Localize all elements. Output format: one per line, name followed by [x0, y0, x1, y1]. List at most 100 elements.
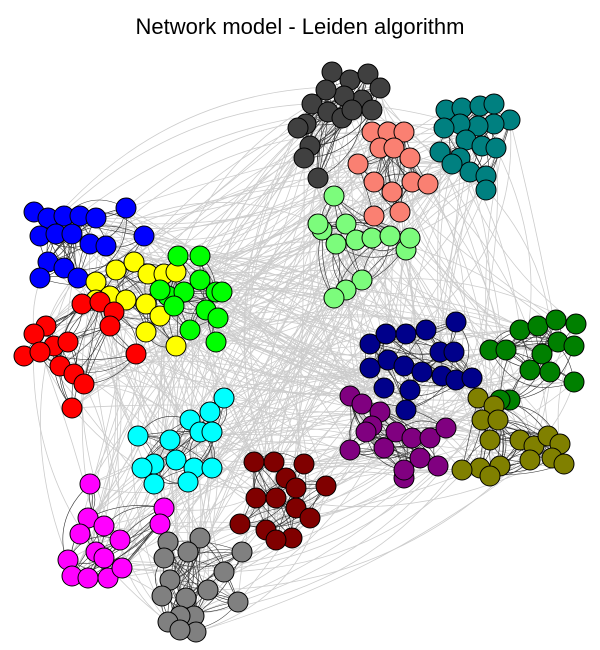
intra-community-edge: [489, 349, 575, 388]
olive-cluster-node: [553, 453, 575, 475]
darkgreen-cluster-node: [539, 361, 561, 383]
magenta-cluster-node: [69, 523, 91, 545]
navy-cluster-node: [415, 319, 437, 341]
maroon-cluster-node: [263, 451, 285, 473]
lightgreen-cluster-node: [361, 227, 383, 249]
salmon-cluster-node: [363, 205, 385, 227]
inter-community-edge: [199, 223, 319, 539]
green-cluster-node: [211, 281, 233, 303]
black-cluster-node: [321, 61, 343, 83]
cyan-cluster-node: [201, 421, 223, 443]
teal-cluster-node: [441, 153, 463, 175]
navy-cluster-node: [373, 377, 395, 399]
inter-community-edge: [211, 351, 455, 443]
inter-community-edge: [119, 442, 351, 541]
inter-community-edge: [133, 123, 307, 263]
cyan-cluster-node: [201, 457, 223, 479]
inter-community-edge: [325, 381, 575, 487]
inter-community-edge: [195, 459, 531, 633]
teal-cluster-node: [485, 137, 507, 159]
purple-cluster-node: [355, 421, 377, 443]
black-cluster-node: [307, 167, 329, 189]
inter-community-edge: [32, 333, 169, 623]
navy-cluster-node: [375, 323, 397, 345]
darkgreen-cluster-node: [527, 315, 549, 337]
cyan-cluster-node: [177, 471, 199, 493]
salmon-cluster-node: [381, 181, 403, 203]
blue-cluster-node: [29, 267, 51, 289]
maroon-cluster-node: [243, 451, 265, 473]
magenta-cluster-node: [149, 513, 171, 535]
darkgreen-cluster-node: [563, 371, 585, 393]
intra-community-edge: [47, 225, 145, 263]
lightgreen-cluster-node: [351, 269, 373, 291]
magenta-cluster-node: [111, 557, 133, 579]
red-cluster-node: [57, 331, 79, 353]
inter-community-edge: [348, 239, 363, 405]
inter-community-edge: [147, 123, 479, 275]
black-cluster-node: [361, 99, 383, 121]
cyan-cluster-node: [131, 457, 153, 479]
navy-cluster-node: [461, 367, 483, 389]
gray-cluster-node: [231, 541, 253, 563]
navy-cluster-node: [359, 333, 381, 355]
graph-nodes: [13, 61, 587, 643]
inter-community-edge: [295, 471, 405, 489]
gray-cluster-node: [153, 547, 175, 569]
inter-community-edge: [195, 485, 327, 633]
inter-community-edge: [23, 271, 427, 357]
lightgreen-cluster-node: [335, 213, 357, 235]
inter-community-edge: [167, 465, 439, 623]
inter-community-edge: [89, 367, 371, 485]
inter-community-edge: [557, 345, 575, 445]
purple-cluster-node: [401, 427, 423, 449]
blue-cluster-node: [67, 267, 89, 289]
salmon-cluster-node: [383, 137, 405, 159]
darkgreen-cluster-node: [519, 359, 541, 381]
maroon-cluster-node: [245, 487, 267, 509]
lightgreen-cluster-node: [379, 225, 401, 247]
red-cluster-node: [71, 293, 93, 315]
inter-community-edge: [199, 477, 287, 539]
cyan-cluster-node: [127, 425, 149, 447]
magenta-cluster-node: [109, 529, 131, 551]
salmon-cluster-node: [399, 147, 421, 169]
red-cluster-node: [29, 341, 51, 363]
inter-community-edge: [303, 381, 575, 468]
olive-cluster-node: [479, 465, 501, 487]
magenta-cluster-node: [79, 473, 101, 495]
maroon-cluster-node: [229, 513, 251, 535]
inter-community-edge: [187, 437, 431, 553]
green-cluster-node: [189, 245, 211, 267]
inter-community-edge: [294, 175, 487, 509]
purple-cluster-node: [373, 437, 395, 459]
inter-community-edge: [409, 237, 507, 351]
figure-title: Network model - Leiden algorithm: [135, 14, 465, 39]
maroon-cluster-node: [265, 529, 287, 551]
gray-cluster-node: [175, 587, 197, 609]
lightgreen-cluster-node: [323, 287, 345, 309]
inter-community-edge: [199, 255, 479, 399]
navy-cluster-node: [393, 355, 415, 377]
inter-community-edge: [39, 103, 461, 237]
purple-cluster-node: [409, 447, 431, 469]
darkgreen-cluster-node: [563, 335, 585, 357]
green-cluster-node: [163, 295, 185, 317]
inter-community-edge: [95, 299, 381, 413]
purple-cluster-node: [419, 427, 441, 449]
darkgreen-cluster-node: [545, 309, 567, 331]
gray-cluster-node: [177, 541, 199, 563]
purple-cluster-node: [427, 455, 449, 477]
darkgreen-cluster-node: [531, 343, 553, 365]
salmon-cluster-node: [417, 173, 439, 195]
green-cluster-node: [149, 279, 171, 301]
navy-cluster-node: [411, 361, 433, 383]
inter-community-edge: [89, 202, 319, 245]
magenta-cluster-node: [93, 515, 115, 537]
cyan-cluster-node: [199, 401, 221, 423]
green-cluster-node: [179, 319, 201, 341]
salmon-cluster-node: [393, 121, 415, 143]
gray-cluster-node: [213, 561, 235, 583]
purple-cluster-node: [351, 393, 373, 415]
